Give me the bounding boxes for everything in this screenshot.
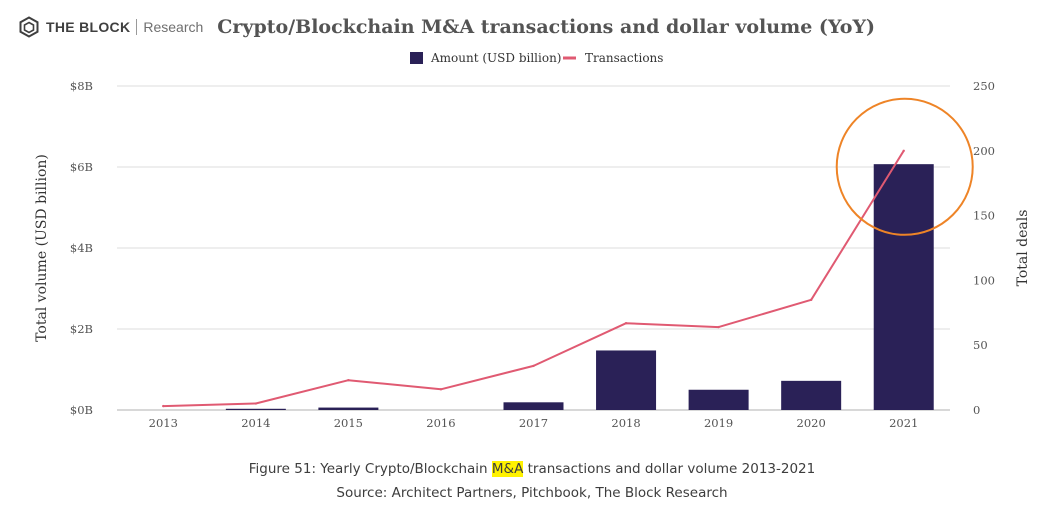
x-tick-label: 2017 [519, 416, 548, 430]
bar [318, 407, 379, 410]
bar [781, 380, 842, 410]
transactions-point [347, 378, 350, 382]
bar [225, 408, 286, 410]
x-tick-label: 2016 [426, 416, 455, 430]
transactions-point [624, 321, 628, 325]
legend-swatch-amount [410, 52, 423, 64]
bar [873, 164, 934, 410]
figure-caption: Figure 51: Yearly Crypto/Blockchain M&A … [0, 461, 1064, 477]
bar [503, 402, 564, 410]
x-tick-label: 2021 [889, 416, 918, 430]
y2-axis-title: Total deals [1015, 210, 1031, 287]
y2-tick-label: 150 [973, 209, 995, 223]
highlight-circle [835, 97, 974, 236]
x-tick-label: 2020 [797, 416, 826, 430]
transactions-point [809, 298, 813, 302]
legend-label-transactions: Transactions [585, 51, 663, 65]
x-tick-label: 2018 [611, 416, 640, 430]
y2-tick-label: 250 [973, 79, 995, 93]
y2-tick-label: 100 [973, 273, 995, 287]
caption-text-end: transactions and dollar volume 2013-2021 [523, 461, 816, 477]
caption-text-start: Figure 51: Yearly Crypto/Blockchain [248, 461, 492, 477]
y-tick-label: $0B [70, 403, 93, 417]
x-tick-label: 2013 [149, 416, 178, 430]
transactions-point [902, 149, 905, 152]
x-tick-label: 2015 [334, 416, 363, 430]
y-axis-title: Total volume (USD billion) [34, 154, 50, 342]
brand-name: THE BLOCK [46, 19, 131, 35]
transactions-point [162, 404, 165, 408]
transactions-point [717, 325, 720, 329]
figure-source: Source: Architect Partners, Pitchbook, T… [336, 485, 728, 501]
combo-chart: $0B $2B $4B $6B $8B 0 50 100 150 200 250 2013 2014 20… [34, 51, 1031, 430]
transactions-point [254, 402, 258, 405]
brand-research-label: Research [143, 19, 204, 35]
transactions-point [532, 364, 535, 368]
y2-tick-label: 200 [973, 144, 995, 158]
y2-tick-label: 0 [973, 403, 980, 417]
caption-highlight: M&A [491, 461, 524, 477]
bar [596, 350, 657, 410]
chart-title: Crypto/Blockchain M&A transactions and d… [217, 16, 876, 38]
x-tick-label: 2019 [704, 416, 733, 430]
y-tick-label: $2B [70, 322, 93, 336]
the-block-logo-icon [19, 16, 39, 38]
legend-label-amount: Amount (USD billion) [430, 51, 561, 65]
transactions-line [163, 150, 905, 408]
brand-divider [136, 19, 138, 35]
x-tick-label: 2014 [241, 416, 270, 430]
y-tick-label: $8B [70, 79, 93, 93]
header: THE BLOCK Research Crypto/Blockchain M&A… [18, 12, 875, 42]
transactions-point [439, 388, 443, 391]
bar [688, 389, 749, 410]
y-tick-label: $4B [70, 241, 93, 255]
y-tick-label: $6B [70, 160, 93, 174]
y2-tick-label: 50 [973, 338, 988, 352]
